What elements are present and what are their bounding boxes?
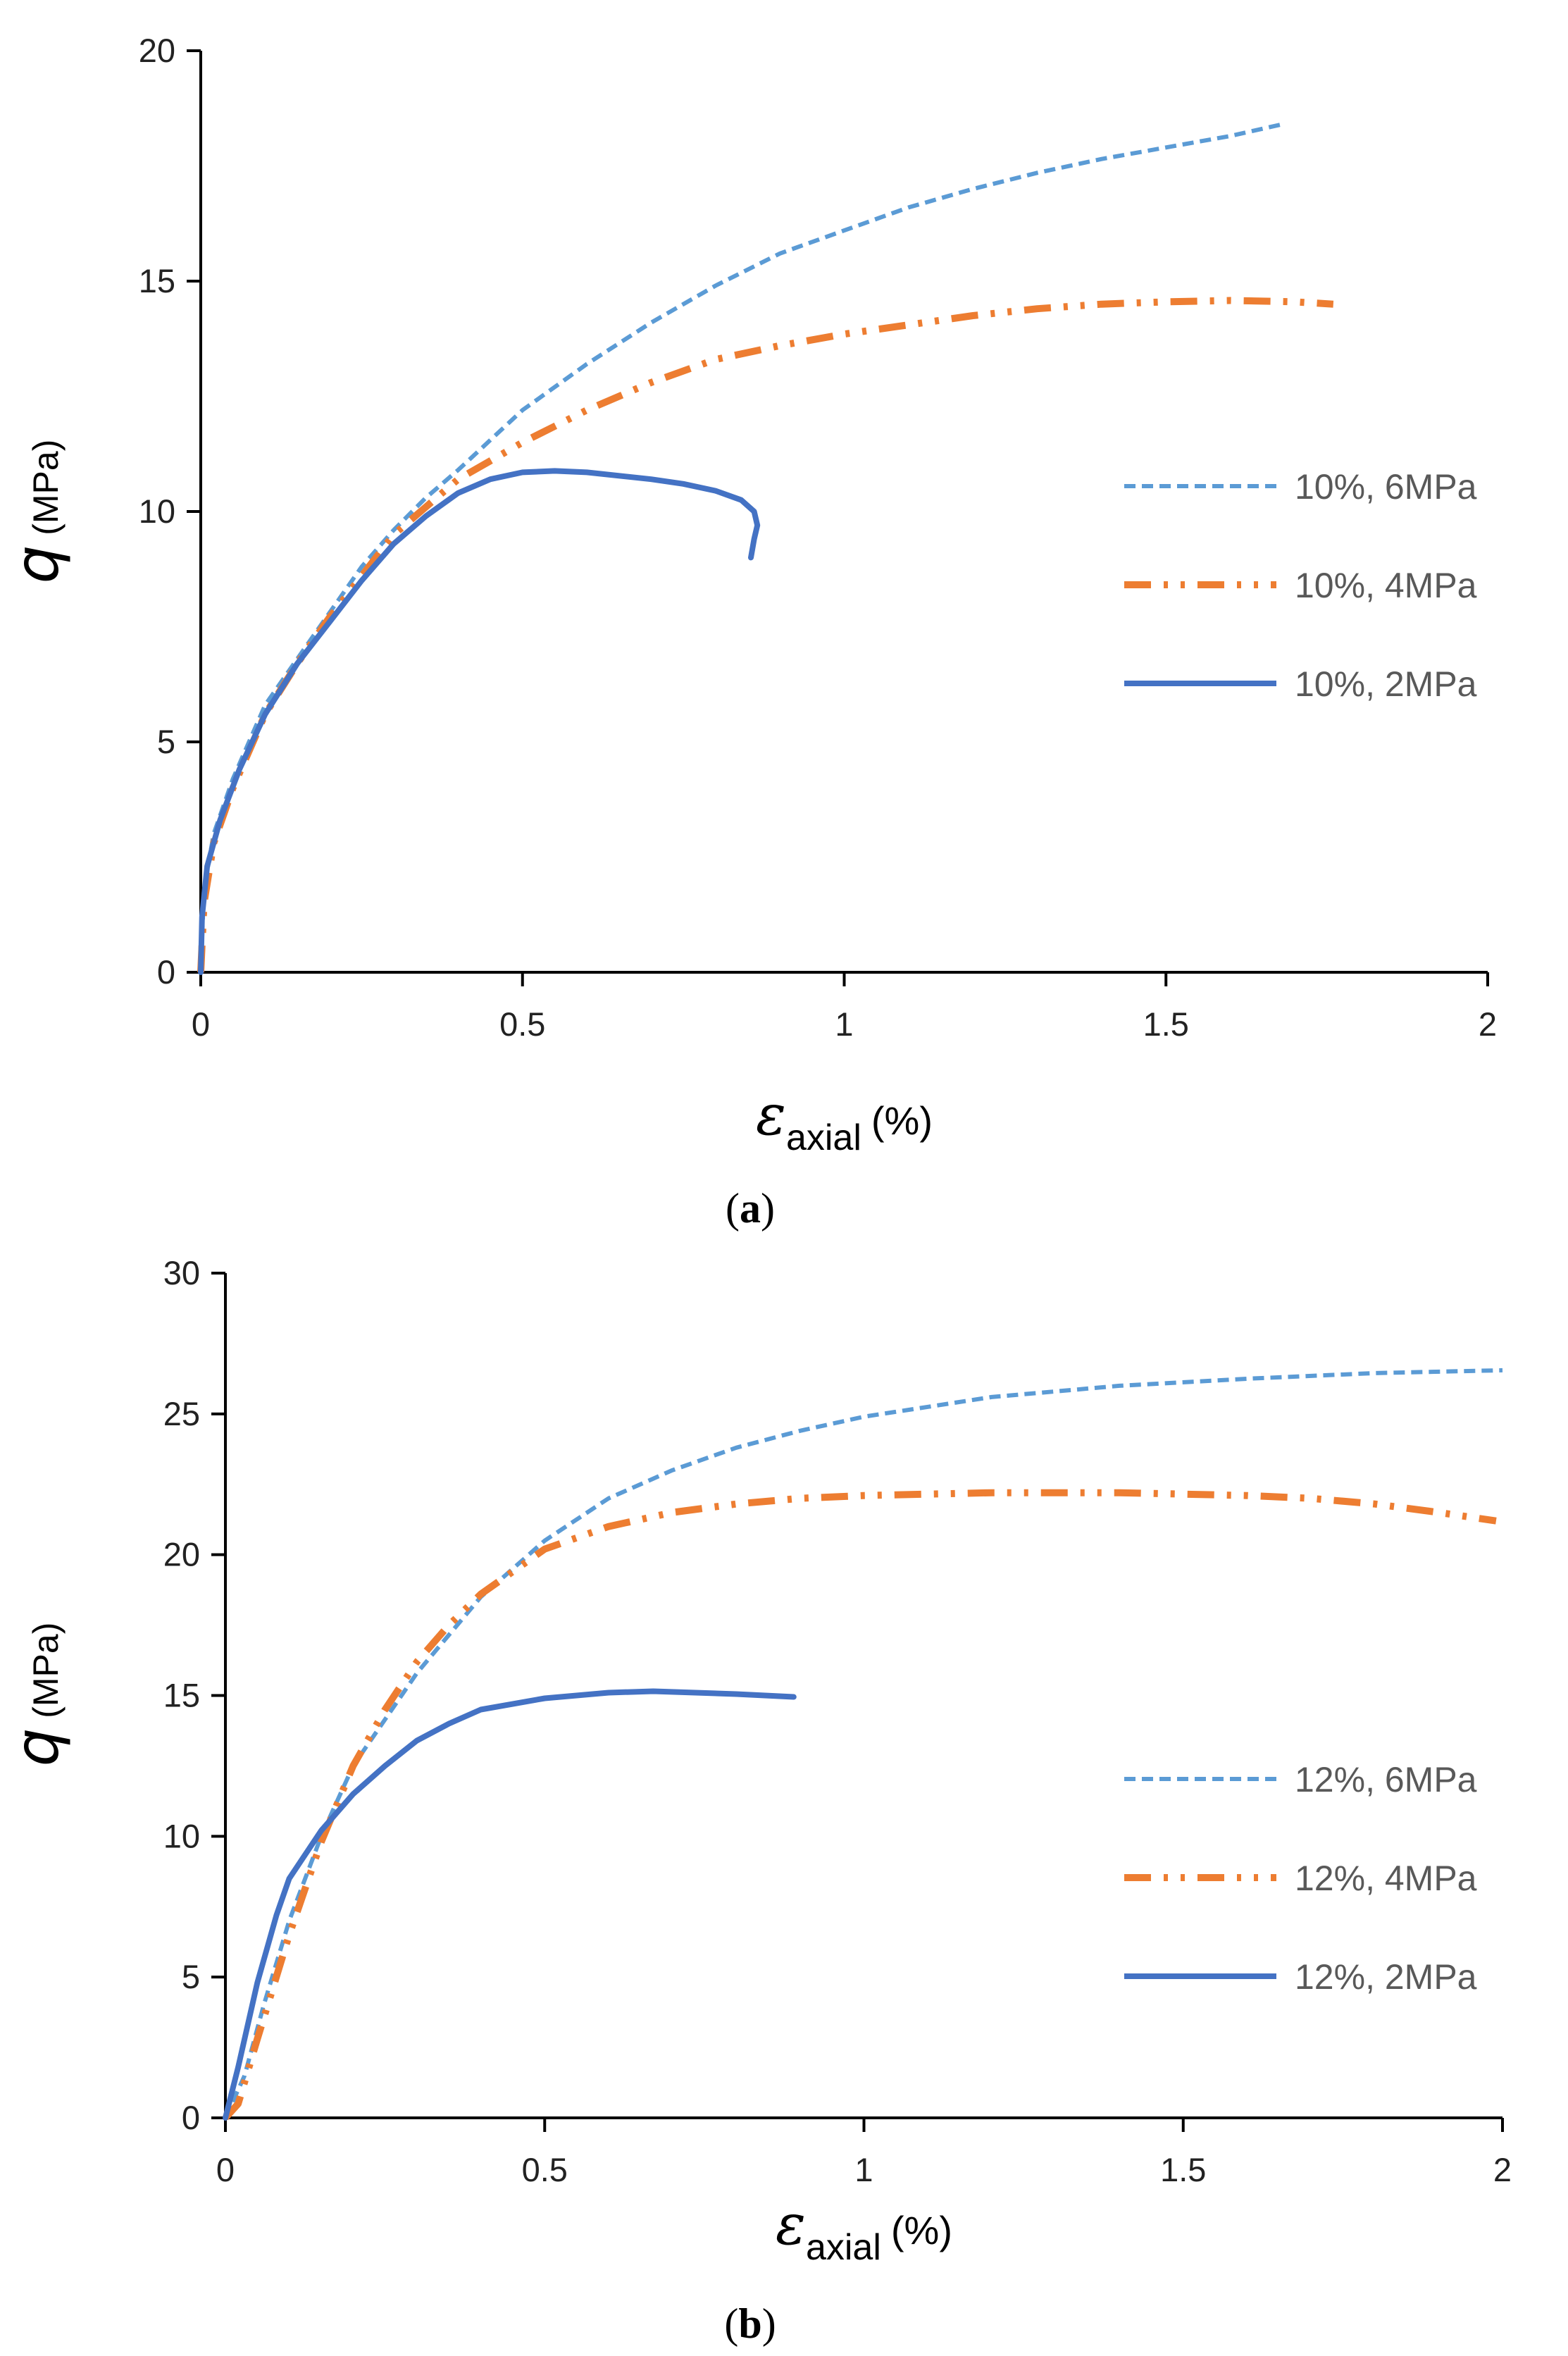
legend-label: 12%, 2MPa (1295, 1957, 1477, 1997)
y-axis-label: q(MPa) (2, 440, 73, 584)
y-tick-label: 15 (139, 262, 175, 299)
x-axis-label: εaxial (%) (756, 1082, 933, 1158)
y-tick-label: 0 (157, 953, 175, 991)
y-tick-label: 15 (163, 1677, 200, 1714)
x-tick-label: 0.5 (522, 2151, 568, 2188)
legend: 12%, 6MPa 12%, 4MPa 12%, 2MPa (1124, 1760, 1477, 1997)
y-tick-label: 10 (163, 1817, 200, 1854)
x-tick-label: 0 (192, 1005, 210, 1043)
y-tick-label: 20 (139, 32, 175, 69)
series-line (223, 1489, 1497, 2121)
series-line (223, 1688, 797, 2121)
legend-label: 10%, 4MPa (1295, 566, 1477, 605)
legend: 10%, 6MPa 10%, 4MPa 10%, 2MPa (1124, 467, 1477, 704)
y-tick-label: 20 (163, 1536, 200, 1573)
x-tick-label: 1 (854, 2151, 873, 2188)
x-tick-label: 1.5 (1143, 1005, 1189, 1043)
series-line (197, 297, 1334, 973)
series-line (199, 122, 1283, 973)
legend-label: 10%, 2MPa (1295, 664, 1477, 704)
y-axis-label: q(MPa) (2, 1623, 73, 1767)
legend-label: 12%, 6MPa (1295, 1760, 1477, 1799)
x-tick-label: 2 (1493, 2151, 1512, 2188)
x-tick-label: 2 (1479, 1005, 1497, 1043)
x-tick-label: 1.5 (1160, 2151, 1206, 2188)
legend-label: 12%, 4MPa (1295, 1859, 1477, 1898)
panel-label: (a) (726, 1185, 775, 1232)
y-tick-label: 10 (139, 492, 175, 530)
y-tick-label: 25 (163, 1395, 200, 1432)
series-line (198, 468, 761, 975)
x-tick-label: 1 (835, 1005, 853, 1043)
y-tick-label: 30 (163, 1254, 200, 1291)
series-line (223, 1368, 1503, 2119)
y-tick-label: 5 (182, 1958, 200, 1995)
panel-label: (b) (724, 2300, 776, 2347)
y-tick-label: 0 (182, 2099, 200, 2136)
x-tick-label: 0.5 (499, 1005, 545, 1043)
legend-label: 10%, 6MPa (1295, 467, 1477, 507)
x-tick-label: 0 (216, 2151, 235, 2188)
y-tick-label: 5 (157, 723, 175, 760)
x-axis-label: εaxial (%) (776, 2192, 952, 2268)
